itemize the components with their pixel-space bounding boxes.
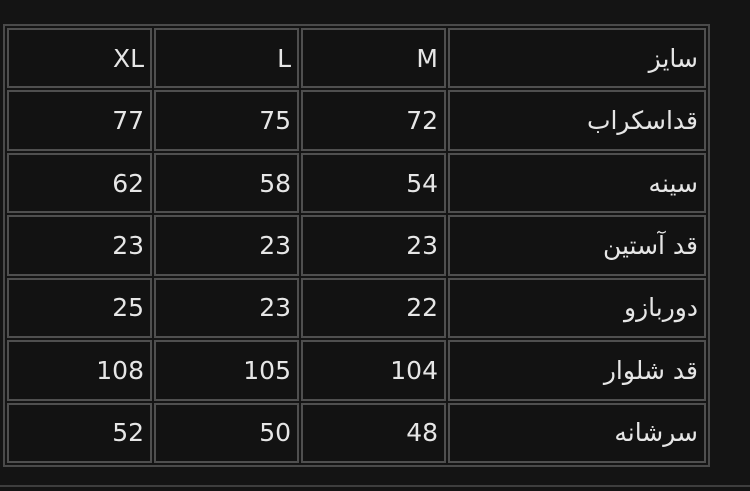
table-cell: 50 xyxy=(154,402,299,463)
table-row: 77 75 72 قداسکراب xyxy=(7,90,706,151)
table-cell: 105 xyxy=(154,340,299,401)
size-table: XL L M سایز 77 75 72 قداسکراب 62 58 54 سینه 23 23… xyxy=(3,24,710,467)
table-cell: 75 xyxy=(154,90,299,151)
table-cell: 23 xyxy=(154,215,299,276)
table-row: 62 58 54 سینه xyxy=(7,152,706,214)
header-label: سایز xyxy=(448,28,706,89)
table-cell: 25 xyxy=(7,277,152,339)
table-cell: 23 xyxy=(7,215,152,276)
table-row: 25 23 22 دوربازو xyxy=(7,277,706,339)
header-size-l: L xyxy=(154,28,299,89)
table-cell: 23 xyxy=(154,277,299,339)
table-cell: 54 xyxy=(301,152,446,214)
table-cell: 108 xyxy=(7,340,152,401)
table-row: 108 105 104 قد شلوار xyxy=(7,340,706,401)
row-label: قد شلوار xyxy=(448,340,706,401)
header-size-m: M xyxy=(301,28,446,89)
table-cell: 52 xyxy=(7,402,152,463)
header-size-xl: XL xyxy=(7,28,152,89)
table-cell: 23 xyxy=(301,215,446,276)
table-row: 52 50 48 سرشانه xyxy=(7,402,706,463)
table-cell: 62 xyxy=(7,152,152,214)
table-cell: 22 xyxy=(301,277,446,339)
table-cell: 72 xyxy=(301,90,446,151)
row-label: قد آستین xyxy=(448,215,706,276)
row-label: سرشانه xyxy=(448,402,706,463)
table-cell: 58 xyxy=(154,152,299,214)
table-header-row: XL L M سایز xyxy=(7,28,706,89)
table-cell: 77 xyxy=(7,90,152,151)
row-label: دوربازو xyxy=(448,277,706,339)
table-cell: 48 xyxy=(301,402,446,463)
table-cell: 104 xyxy=(301,340,446,401)
table-row: 23 23 23 قد آستین xyxy=(7,215,706,276)
row-label: سینه xyxy=(448,152,706,214)
row-label: قداسکراب xyxy=(448,90,706,151)
divider xyxy=(0,485,750,487)
